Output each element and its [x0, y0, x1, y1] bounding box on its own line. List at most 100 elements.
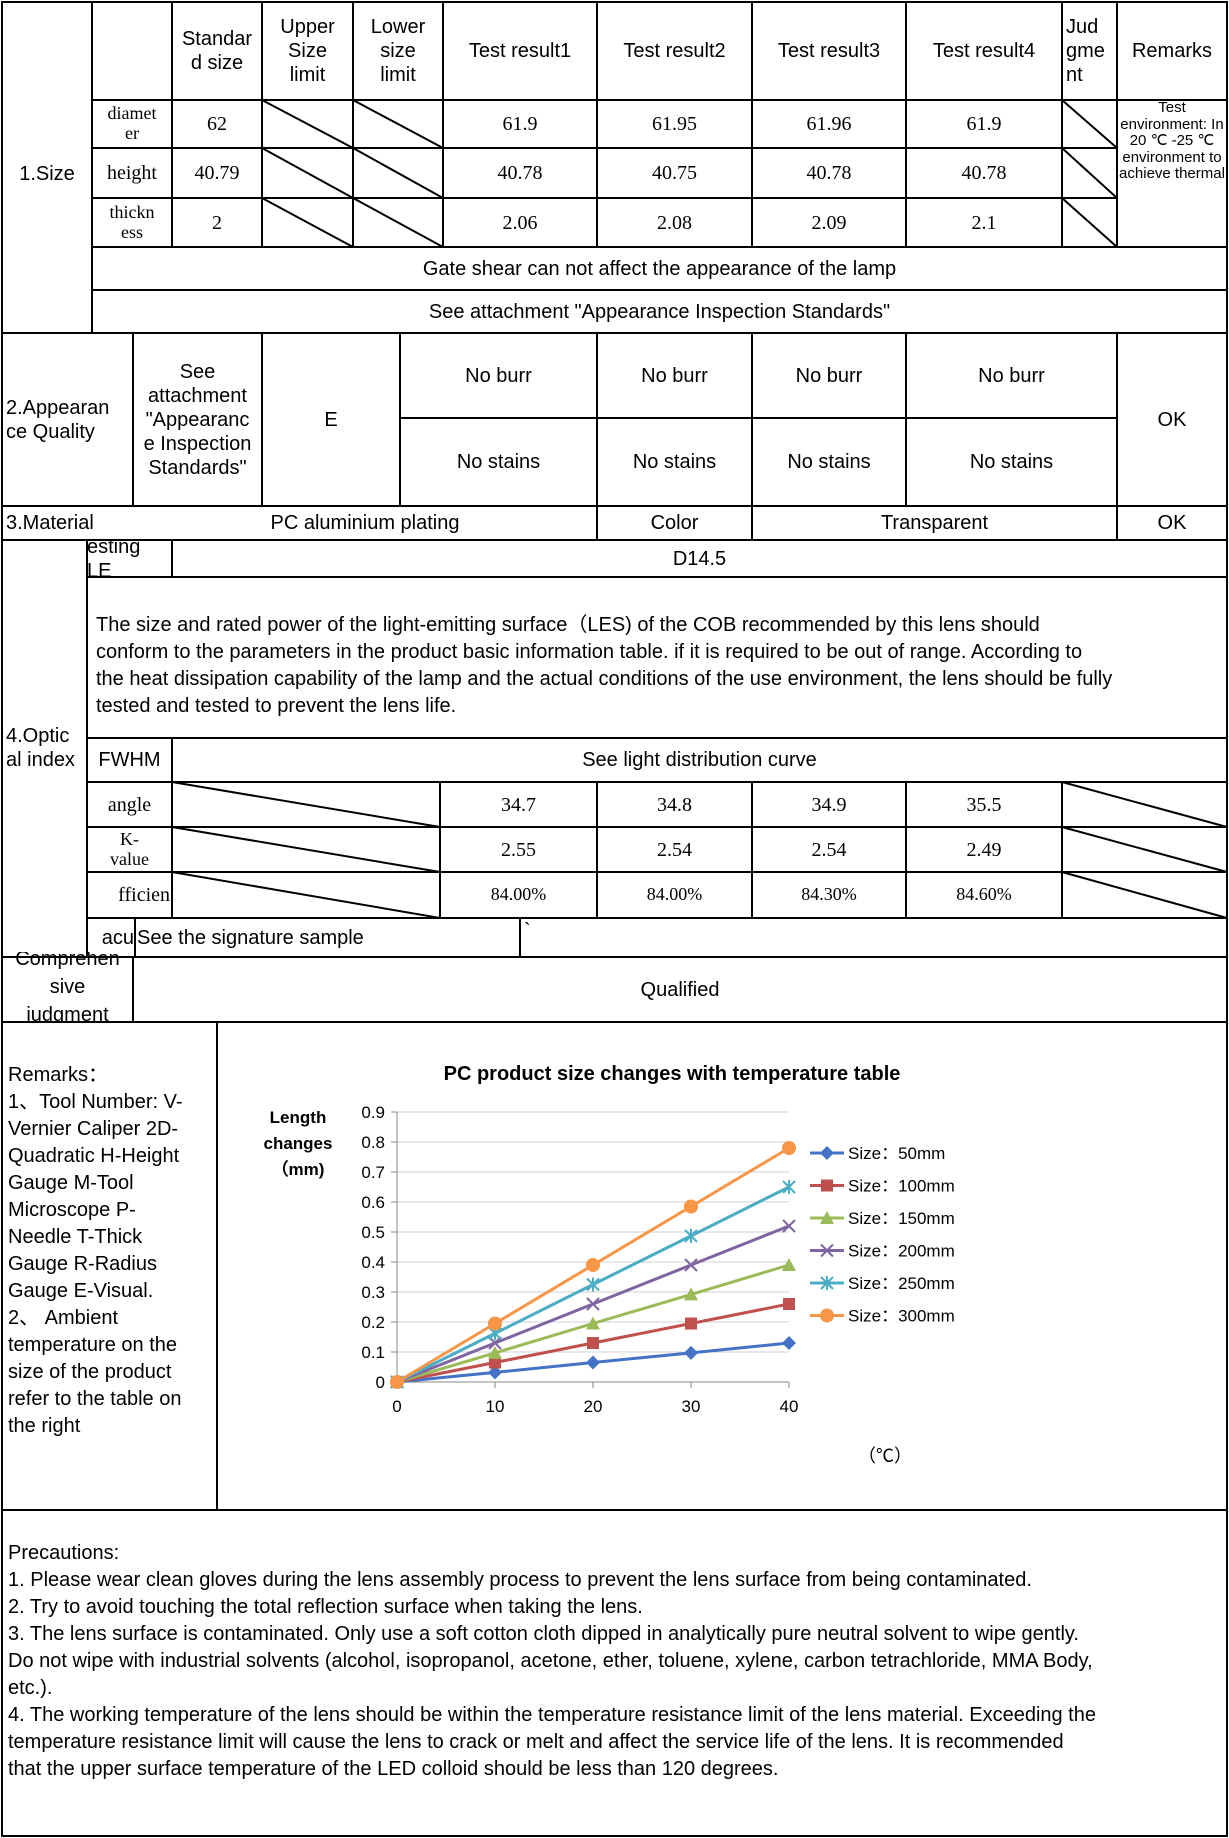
data-point [586, 1316, 600, 1330]
header-lower-limit: Lower size limit [370, 16, 426, 86]
row-diameter-standard: 62 [207, 113, 227, 135]
header-judgment: Jud gme nt [1066, 16, 1105, 86]
optical-angle-t1: 34.7 [501, 793, 536, 816]
y-axis-label: （mm) [272, 1159, 325, 1179]
material-color-value: Transparent [880, 512, 989, 534]
material-color-label: Color [650, 512, 699, 534]
data-point [820, 1146, 834, 1160]
header-test-result2: Test result2 [623, 40, 726, 62]
chart-legend: Size：50mm Size：100mm Size：150mm Size：200mm S… [810, 1144, 955, 1326]
remarks-title: Remarks： [8, 1064, 109, 1086]
legend-label: Size：50mm [848, 1144, 945, 1163]
data-point [820, 1243, 834, 1258]
y-tick-label: 0.7 [361, 1163, 385, 1182]
data-point [820, 1276, 834, 1290]
row-height-t4: 40.78 [961, 162, 1007, 184]
y-tick-label: 0.5 [361, 1223, 385, 1242]
data-point [684, 1345, 698, 1360]
optical-accuracy-label: acu [101, 926, 134, 949]
appearance-standard: See attachment "Appearanc e Inspection S… [143, 360, 252, 479]
optical-kvalue-t1: 2.55 [501, 838, 536, 861]
data-point [782, 1336, 796, 1350]
comprehensive-value: Qualified [640, 978, 720, 1001]
x-tick-label: 20 [584, 1397, 603, 1416]
remarks-line: Gauge M-Tool [8, 1172, 134, 1194]
appearance-judgment: OK [1157, 408, 1187, 431]
y-tick-label: 0.6 [361, 1193, 385, 1212]
data-point [821, 1179, 833, 1192]
y-axis-label: changes [264, 1134, 333, 1153]
header-standard-size: Standar d size [181, 28, 253, 74]
temperature-size-chart: 0 0.1 0.2 0.3 0.4 0.5 0.6 0.7 0.8 0.9 0 10 20 30 40 PC … [264, 1063, 955, 1466]
precaution-line: 4. The working temperature of the lens s… [8, 1704, 1096, 1726]
material-judgment: OK [1157, 512, 1187, 534]
row-thickness-t4: 2.1 [971, 211, 997, 234]
data-point [782, 1141, 796, 1155]
precaution-line: etc.). [8, 1677, 53, 1699]
appearance-stains-1: No stains [456, 451, 541, 473]
remarks-panel: Remarks： 1、Tool Number: V- Vernier Calip… [8, 1062, 213, 1440]
legend-label: Size：150mm [848, 1209, 955, 1228]
data-point [390, 1375, 404, 1389]
optical-angle-t2: 34.8 [657, 793, 692, 816]
optical-angle-t3: 34.9 [811, 793, 847, 816]
legend-label: Size：250mm [848, 1274, 955, 1293]
data-point [782, 1180, 796, 1194]
remarks-line: Quadratic H-Height [8, 1145, 180, 1167]
chart-labels: 0 0.1 0.2 0.3 0.4 0.5 0.6 0.7 0.8 0.9 0 10 20 30 40 PC … [264, 1063, 912, 1466]
appearance-burr-3: No burr [795, 364, 863, 387]
row-thickness-t2: 2.08 [657, 211, 692, 234]
series-1 [391, 1298, 795, 1388]
optical-note-line: tested and tested to prevent the lens li… [96, 695, 457, 717]
y-axis-label: Length [270, 1108, 327, 1127]
optical-note-line: The size and rated power of the light-em… [96, 614, 1040, 636]
series-5 [390, 1141, 796, 1389]
data-point [684, 1199, 698, 1214]
row-height-standard: 40.79 [194, 162, 240, 184]
data-point [782, 1258, 796, 1271]
precautions: Precautions: 1. Please wear clean gloves… [8, 1540, 1223, 1783]
appearance-burr-4: No burr [978, 364, 1045, 387]
optical-kvalue-t3: 2.54 [811, 838, 847, 861]
appearance-stains-2: No stains [632, 451, 717, 473]
optical-efficiency-label: fficien [118, 884, 170, 906]
optical-efficiency-t2: 84.00% [646, 884, 703, 905]
optical-efficiency-t1: 84.00% [490, 884, 547, 905]
precaution-line: 3. The lens surface is contaminated. Onl… [8, 1623, 1079, 1645]
remarks-line: Needle T-Thick [8, 1226, 143, 1248]
data-point [684, 1287, 698, 1301]
row-diameter-label: diamet er [107, 103, 157, 143]
remarks-line: Vernier Caliper 2D- [8, 1118, 179, 1140]
optical-kvalue-t4: 2.49 [966, 838, 1002, 861]
data-point [684, 1228, 698, 1243]
precaution-line: Do not wipe with industrial solvents (al… [8, 1650, 1093, 1672]
gate-shear-note: Gate shear can not affect the appearance… [422, 257, 897, 280]
optical-accuracy-value: See the signature sample [137, 926, 364, 949]
y-tick-label: 0 [376, 1373, 385, 1392]
header-remarks: Remarks [1131, 40, 1212, 62]
comprehensive-label: Comprehen sive judgment [15, 952, 120, 1022]
x-tick-label: 30 [682, 1397, 701, 1416]
appearance-burr-1: No burr [465, 364, 532, 387]
header-test-result1: Test result1 [468, 40, 572, 62]
chart-series [390, 1141, 796, 1389]
legend-label: Size：100mm [848, 1177, 955, 1196]
y-tick-label: 0.2 [361, 1313, 385, 1332]
data-point [489, 1356, 501, 1369]
row-thickness-t3: 2.09 [811, 211, 847, 234]
series-3 [390, 1219, 796, 1389]
legend-label: Size：300mm [848, 1307, 955, 1326]
appearance-grade: E [324, 408, 338, 431]
chart-grid [391, 1111, 790, 1388]
appearance-standard-note: See attachment "Appearance Inspection St… [428, 300, 891, 323]
data-point [685, 1317, 697, 1330]
data-point [586, 1277, 600, 1292]
row-height-t2: 40.75 [652, 162, 697, 184]
data-point [684, 1258, 698, 1272]
optical-note: The size and rated power of the light-em… [96, 612, 1227, 720]
row-diameter-t1: 61.9 [502, 113, 538, 135]
appearance-stains-4: No stains [969, 451, 1054, 473]
appearance-burr-2: No burr [641, 364, 708, 387]
y-tick-label: 0.9 [361, 1103, 385, 1122]
